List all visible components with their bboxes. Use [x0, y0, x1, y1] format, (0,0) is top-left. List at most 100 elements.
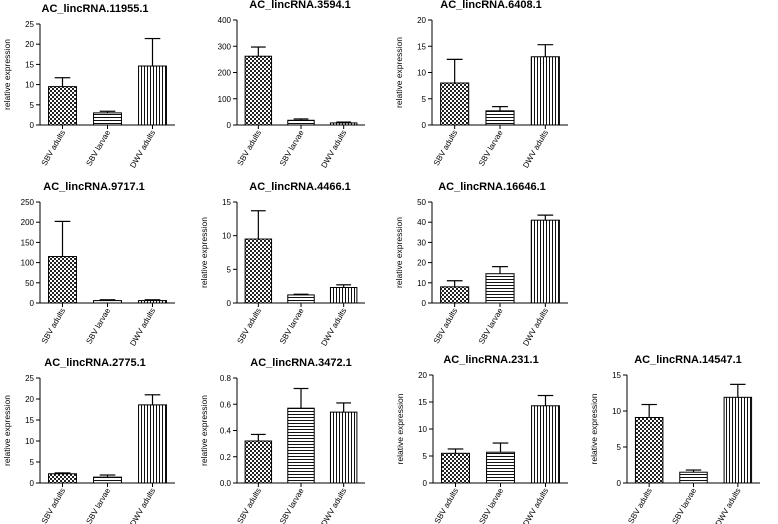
y-tick-label: 30	[417, 238, 426, 247]
y-tick-label: 0	[30, 479, 35, 488]
y-tick-label: 15	[222, 198, 231, 207]
chart-panel: AC_lincRNA.4466.1 0 5 10 15 relative expressi…	[199, 181, 365, 348]
category-label: SBV adults	[235, 307, 263, 346]
y-tick-label: 10	[25, 81, 34, 90]
bar	[93, 112, 122, 126]
bar	[485, 110, 515, 126]
y-tick-label: 10	[222, 232, 231, 241]
y-tick-label: 5	[30, 101, 35, 110]
category-label: SBV adults	[235, 487, 263, 524]
category-label: DWV adults	[714, 487, 743, 524]
chart-title: AC_lincRNA.16646.1	[438, 181, 546, 193]
category-label: SBV larvae	[278, 128, 306, 168]
bar	[329, 287, 358, 304]
category-label: SBV adults	[235, 129, 263, 168]
y-tick-label: 400	[218, 16, 232, 25]
chart-title: AC_lincRNA.14547.1	[634, 354, 742, 366]
y-tick-label: 0.4	[220, 427, 232, 436]
bar	[634, 416, 664, 484]
chart-title: AC_lincRNA.4466.1	[249, 181, 351, 193]
bar	[138, 65, 167, 126]
category-label: DWV adults	[521, 487, 550, 524]
y-tick-label: 100	[21, 259, 35, 268]
y-tick-label: 0.2	[220, 453, 232, 462]
bar	[441, 452, 470, 484]
y-tick-label: 0	[423, 479, 428, 488]
y-tick-label: 20	[418, 371, 427, 380]
bar	[287, 119, 315, 126]
bar	[530, 56, 560, 126]
y-tick-label: 0.0	[220, 479, 232, 488]
y-tick-label: 200	[21, 218, 35, 227]
y-axis-label: relative expression	[589, 393, 599, 464]
chart-panel: AC_lincRNA.16646.1 0 10 20 30 40 50 relative ex…	[394, 181, 568, 348]
bar	[679, 471, 708, 484]
bar	[329, 122, 358, 126]
y-axis-label: relative expression	[199, 395, 209, 466]
y-tick-label: 5	[227, 265, 232, 274]
y-tick-label: 100	[218, 95, 232, 104]
y-tick-label: 15	[25, 416, 34, 425]
y-tick-label: 40	[417, 218, 426, 227]
y-axis-label: relative expression	[394, 217, 404, 288]
bar	[723, 396, 753, 484]
bar	[486, 451, 515, 484]
category-label: SBV larvae	[477, 486, 505, 524]
y-tick-label: 0	[617, 479, 622, 488]
y-tick-label: 25	[25, 20, 34, 29]
chart-title: AC_lincRNA.3472.1	[250, 357, 352, 369]
bar	[440, 286, 470, 304]
y-axis-label: relative expression	[2, 39, 12, 110]
chart-title: AC_lincRNA.11955.1	[42, 3, 149, 15]
y-tick-label: 0	[227, 299, 232, 308]
chart-panel: AC_lincRNA.3472.1 0.0 0.2 0.4 0.6 0.8 relative…	[199, 357, 365, 524]
category-label: SBV adults	[432, 307, 460, 346]
chart-title: AC_lincRNA.3594.1	[249, 0, 351, 11]
bar	[287, 407, 315, 484]
y-tick-label: 5	[423, 452, 428, 461]
y-tick-label: 20	[417, 259, 426, 268]
y-tick-label: 15	[25, 60, 34, 69]
bar	[93, 476, 122, 484]
category-label: SBV adults	[40, 487, 68, 524]
bar	[48, 256, 77, 304]
chart-title: AC_lincRNA.6408.1	[440, 0, 542, 11]
chart-title: AC_lincRNA.9717.1	[43, 181, 145, 193]
y-tick-label: 10	[612, 407, 621, 416]
category-label: DWV adults	[319, 487, 348, 524]
y-tick-label: 10	[417, 69, 426, 78]
chart-panel: AC_lincRNA.11955.1 0 5 10 15 20 25 relative exp…	[2, 3, 175, 170]
y-tick-label: 25	[25, 374, 34, 383]
y-tick-label: 15	[417, 42, 426, 51]
y-tick-label: 0	[422, 299, 427, 308]
y-tick-label: 0	[30, 121, 35, 130]
chart-title: AC_lincRNA.231.1	[443, 354, 538, 366]
category-label: DWV adults	[319, 307, 348, 348]
y-tick-label: 20	[25, 395, 34, 404]
category-label: SBV larvae	[84, 306, 112, 346]
category-label: SBV larvae	[278, 306, 306, 346]
category-label: SBV larvae	[670, 486, 698, 524]
category-label: DWV adults	[128, 487, 157, 524]
category-label: DWV adults	[128, 307, 157, 348]
category-label: SBV larvae	[477, 128, 505, 168]
y-axis-label: relative expression	[395, 393, 405, 464]
bar	[440, 82, 470, 126]
category-label: SBV adults	[432, 129, 460, 168]
category-label: SBV larvae	[84, 128, 112, 168]
y-tick-label: 15	[612, 371, 621, 380]
y-tick-label: 250	[21, 198, 35, 207]
y-tick-label: 10	[25, 437, 34, 446]
category-label: SBV adults	[40, 307, 68, 346]
y-tick-label: 0.8	[220, 374, 232, 383]
category-label: SBV adults	[40, 129, 68, 168]
bar	[244, 55, 273, 126]
bar	[244, 440, 273, 484]
chart-panel: AC_lincRNA.231.1 0 5 10 15 20 relative express…	[395, 354, 568, 524]
bar	[93, 300, 122, 304]
chart-panel: AC_lincRNA.6408.1 0 5 10 15 20 relative expres…	[394, 0, 568, 170]
category-label: DWV adults	[521, 307, 550, 348]
y-axis-label: relative expression	[2, 395, 12, 466]
y-tick-label: 0	[30, 299, 35, 308]
